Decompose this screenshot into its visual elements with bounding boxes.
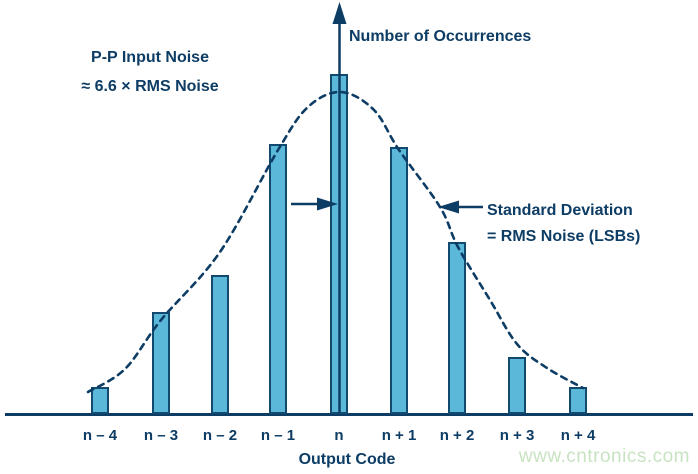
gaussian-curve bbox=[86, 90, 585, 394]
x-tick-label: n – 4 bbox=[82, 427, 118, 444]
histogram-bar bbox=[152, 312, 170, 414]
histogram-bar bbox=[211, 275, 229, 414]
sigma-arrow-right-icon bbox=[291, 197, 338, 211]
stddev-annotation: Standard Deviation = RMS Noise (LSBs) bbox=[487, 198, 640, 250]
y-axis-label: Number of Occurrences bbox=[349, 28, 532, 45]
x-tick-label: n – 2 bbox=[202, 427, 238, 444]
histogram-bar bbox=[269, 144, 287, 414]
stddev-annotation-line2: = RMS Noise (LSBs) bbox=[487, 228, 641, 245]
histogram-bars-group bbox=[91, 74, 587, 414]
x-tick-label: n + 1 bbox=[381, 427, 417, 444]
x-tick-label: n – 1 bbox=[260, 427, 296, 444]
arrow-up-icon bbox=[332, 2, 347, 24]
sigma-arrow-left-icon bbox=[438, 200, 483, 214]
x-tick-label: n + 2 bbox=[439, 427, 475, 444]
histogram-bar bbox=[91, 387, 109, 414]
histogram-bar bbox=[508, 357, 526, 414]
x-tick-label: n + 4 bbox=[560, 427, 596, 444]
watermark: www.cntronics.com bbox=[518, 446, 690, 467]
histogram-bar bbox=[448, 242, 466, 414]
y-axis bbox=[332, 2, 347, 413]
x-tick-label: n + 3 bbox=[499, 427, 535, 444]
pp-noise-annotation-line2: ≈ 6.6 × RMS Noise bbox=[81, 78, 219, 95]
histogram-bar bbox=[569, 387, 587, 414]
pp-noise-annotation-line1: P-P Input Noise bbox=[91, 49, 209, 66]
x-tick-label: n bbox=[334, 427, 344, 444]
pp-noise-annotation: P-P Input Noise ≈ 6.6 × RMS Noise bbox=[40, 43, 260, 101]
x-tick-label: n – 3 bbox=[143, 427, 179, 444]
histogram-bar bbox=[390, 147, 408, 414]
stddev-annotation-line1: Standard Deviation bbox=[487, 202, 633, 219]
x-axis-label: Output Code bbox=[298, 451, 396, 468]
